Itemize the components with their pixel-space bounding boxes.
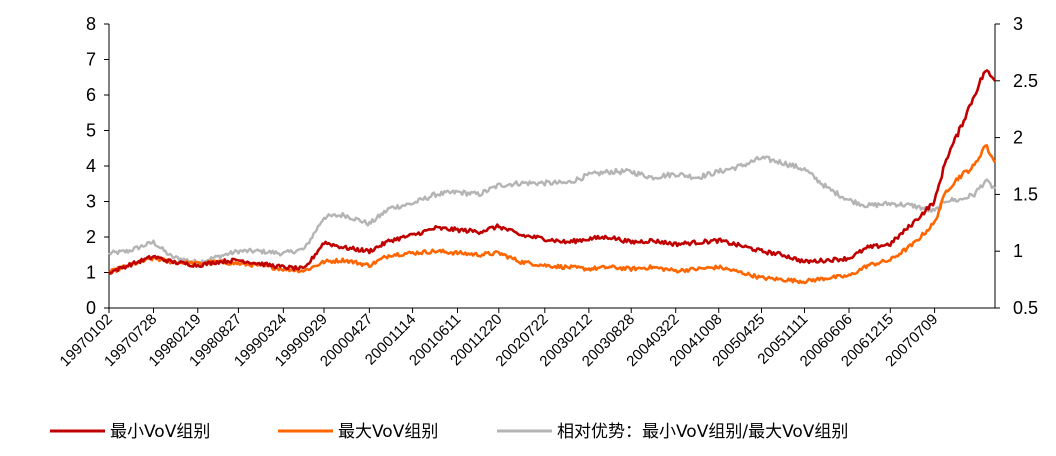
left-tick-label: 6 <box>86 85 96 105</box>
left-tick-label: 3 <box>86 192 96 212</box>
right-tick-label: 1 <box>1013 241 1023 261</box>
right-axis-ticks: 0.5 1 1.5 2 2.5 3 <box>995 14 1038 318</box>
right-tick-label: 2.5 <box>1013 71 1038 91</box>
left-axis-ticks: 0 1 2 3 4 5 6 7 8 <box>86 14 109 318</box>
legend-label-0: 最小VoV组别 <box>110 422 210 442</box>
x-axis-ticks: 1997010219970728199802191998082719990324… <box>57 308 941 370</box>
series-lines <box>108 69 997 285</box>
left-tick-label: 0 <box>86 298 96 318</box>
left-tick-label: 2 <box>86 227 96 247</box>
legend-label-1: 最大VoV组别 <box>338 422 438 442</box>
left-tick-label: 5 <box>86 121 96 141</box>
left-tick-label: 1 <box>86 263 96 283</box>
right-tick-label: 3 <box>1013 14 1023 34</box>
legend: 最小VoV组别 最大VoV组别 相对优势：最小VoV组别/最大VoV组别 <box>50 422 848 442</box>
right-tick-label: 1.5 <box>1013 184 1038 204</box>
right-tick-label: 0.5 <box>1013 298 1038 318</box>
left-tick-label: 8 <box>86 14 96 34</box>
legend-label-2: 相对优势：最小VoV组别/最大VoV组别 <box>557 422 848 442</box>
plot-area <box>109 24 995 308</box>
left-tick-label: 4 <box>86 156 96 176</box>
right-tick-label: 2 <box>1013 128 1023 148</box>
left-tick-label: 7 <box>86 50 96 70</box>
series-line-0 <box>108 69 997 275</box>
series-line-2 <box>108 155 996 266</box>
